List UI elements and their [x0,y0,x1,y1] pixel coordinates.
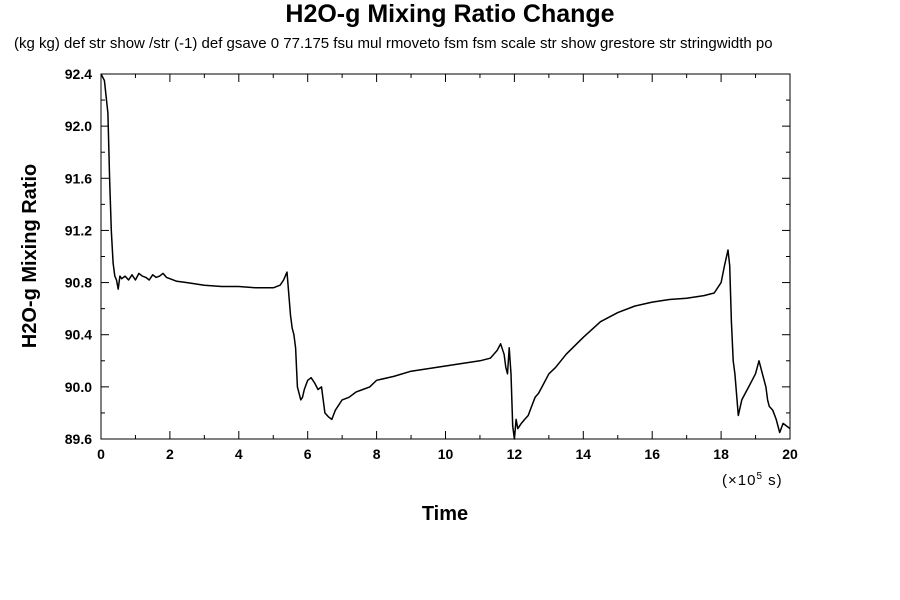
y-axis-title: H2O-g Mixing Ratio [19,164,41,348]
y-tick-label: 90.8 [65,275,92,291]
x-tick-label: 12 [507,446,523,462]
y-tick-label: 92.0 [65,118,92,134]
x-tick-label: 2 [166,446,174,462]
x-axis-units: (×105 s) [722,471,783,489]
x-units-prefix: (×10 [722,472,757,489]
series-line [100,73,791,440]
y-tick-label: 89.6 [65,431,92,447]
x-tick-label: 6 [304,446,312,462]
y-tick-label: 91.2 [65,222,92,238]
y-tick-label: 92.4 [65,66,92,82]
x-tick-label: 0 [97,446,105,462]
x-tick-label: 18 [713,446,729,462]
chart-subtitle: (kg kg) def str show /str (-1) def gsave… [14,35,773,52]
x-axis: 0 2 4 6 8 10 12 14 16 18 20 [97,74,798,462]
y-axis: 89.6 90.0 90.4 90.8 91.2 91.6 92.0 92.4 [65,66,790,447]
x-tick-label: 16 [644,446,660,462]
y-tick-label: 90.0 [65,379,92,395]
x-axis-title: Time [422,503,468,525]
x-tick-label: 14 [576,446,592,462]
x-tick-label: 20 [782,446,798,462]
y-tick-label: 90.4 [65,327,92,343]
x-units-exponent: 5 [756,471,764,482]
x-tick-label: 8 [373,446,381,462]
chart-title: H2O-g Mixing Ratio Change [285,0,615,28]
x-units-suffix: s) [763,472,783,489]
x-tick-label: 4 [235,446,243,462]
y-tick-label: 91.6 [65,170,92,186]
x-tick-label: 10 [438,446,454,462]
plot-frame [100,73,791,440]
